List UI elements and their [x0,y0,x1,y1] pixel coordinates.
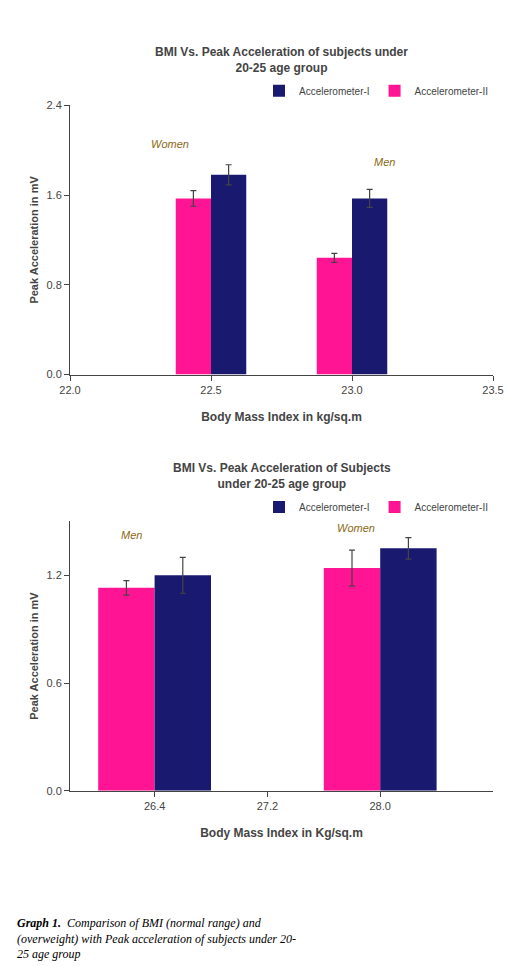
svg-text:Accelerometer-I: Accelerometer-I [299,502,370,513]
svg-text:Graph 1. Comparison of BMI (n: Graph 1. Comparison of BMI (normal range… [17,916,296,961]
svg-text:Accelerometer-II: Accelerometer-II [415,86,488,97]
svg-text:Accelerometer-II: Accelerometer-II [415,502,488,513]
svg-text:Accelerometer-I: Accelerometer-I [299,86,370,97]
svg-text:Men: Men [121,529,142,541]
svg-text:22.0: 22.0 [59,384,80,396]
svg-text:0.0: 0.0 [47,785,62,797]
svg-text:Body Mass Index in kg/sq.m: Body Mass Index in kg/sq.m [201,410,362,424]
svg-text:2.4: 2.4 [47,99,62,111]
svg-text:1.6: 1.6 [47,189,62,201]
svg-text:0.6: 0.6 [47,677,62,689]
svg-text:Peak Acceleration in mV: Peak Acceleration in mV [28,176,40,304]
svg-text:BMI Vs. Peak Acceleration of s: BMI Vs. Peak Acceleration of subjects un… [155,45,408,75]
svg-text:23.5: 23.5 [482,384,503,396]
svg-text:Men: Men [374,156,395,168]
svg-text:Women: Women [337,522,375,534]
svg-text:Women: Women [151,138,189,150]
svg-text:Peak Acceleration in mV: Peak Acceleration in mV [28,592,40,720]
svg-text:26.4: 26.4 [144,800,165,812]
svg-text:0.0: 0.0 [47,368,62,380]
svg-text:28.0: 28.0 [369,800,390,812]
svg-text:1.2: 1.2 [47,569,62,581]
svg-text:23.0: 23.0 [341,384,362,396]
svg-text:0.8: 0.8 [47,279,62,291]
svg-text:BMI Vs. Peak Acceleration of S: BMI Vs. Peak Acceleration of Subjectsund… [173,461,391,491]
svg-text:27.2: 27.2 [257,800,278,812]
svg-text:Body Mass Index in Kg/sq.m: Body Mass Index in Kg/sq.m [200,826,363,840]
svg-text:22.5: 22.5 [200,384,221,396]
